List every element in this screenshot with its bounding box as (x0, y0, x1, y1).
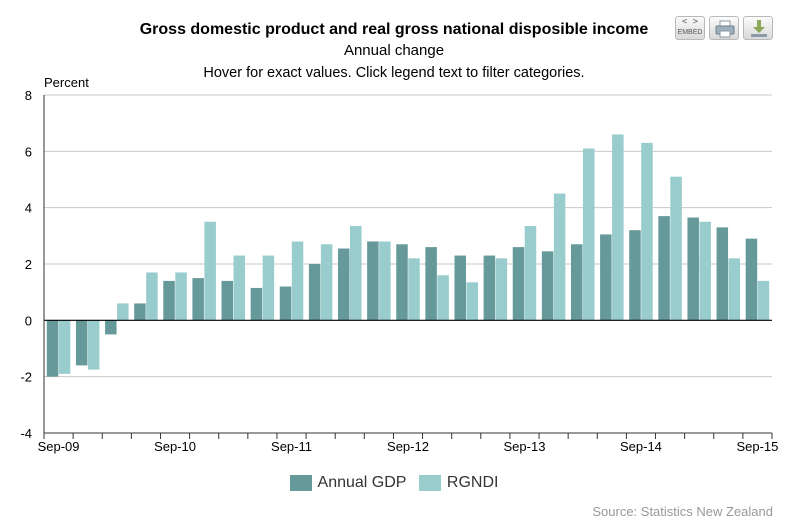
bar-rgndi (757, 280, 770, 321)
bar-gdp (396, 244, 408, 321)
chart-title: Gross domestic product and real gross na… (139, 21, 649, 38)
x-tick-label: Sep-10 (154, 439, 196, 454)
legend-swatch-gdp (289, 475, 312, 491)
bar-rgndi (379, 241, 391, 321)
bar-gdp (134, 303, 146, 321)
bar-gdp (600, 234, 612, 321)
bar-gdp (570, 244, 583, 321)
bar-gdp (279, 286, 292, 321)
bar-rgndi (58, 320, 71, 374)
bar-gdp (483, 255, 496, 321)
y-tick-label: 0 (25, 313, 32, 328)
legend-item-gdp[interactable]: Annual GDP (289, 474, 407, 492)
print-button[interactable] (709, 16, 739, 40)
bar-rgndi (582, 148, 595, 321)
chart-hint: Hover for exact values. Click legend tex… (203, 65, 585, 81)
y-axis-label: Percent (44, 75, 89, 90)
bar-rgndi (87, 320, 100, 370)
bar-rgndi (466, 282, 478, 321)
source-note: Source: Statistics New Zealand (592, 504, 773, 519)
bar-gdp (105, 320, 117, 335)
bar-rgndi (291, 241, 304, 321)
bar-gdp (221, 280, 234, 321)
bar-rgndi (699, 221, 711, 321)
x-tick-label: Sep-11 (271, 439, 312, 454)
bar-rgndi (553, 193, 566, 321)
bar-gdp (250, 287, 263, 321)
legend-label-gdp[interactable]: Annual GDP (317, 474, 407, 491)
download-icon (751, 20, 767, 37)
x-tick-label: Sep-12 (387, 439, 429, 454)
y-tick-label: 4 (25, 201, 32, 216)
bar-gdp (46, 320, 59, 377)
x-tick-label: Sep-09 (38, 439, 80, 454)
bar-rgndi (262, 255, 275, 321)
x-tick-label: Sep-15 (736, 439, 778, 454)
y-tick-label: -4 (20, 426, 32, 441)
bar-rgndi (524, 225, 537, 321)
embed-label: EMBED (677, 29, 703, 36)
legend: Annual GDP RGNDI (0, 474, 788, 496)
bar-gdp (454, 255, 466, 321)
print-icon (715, 20, 735, 38)
bar-gdp (687, 217, 699, 321)
y-tick-label: 8 (25, 88, 32, 103)
bar-gdp (629, 230, 641, 321)
bar-rgndi (670, 176, 682, 321)
y-tick-label: 2 (25, 257, 32, 272)
legend-item-rgndi[interactable]: RGNDI (418, 474, 499, 492)
bar-gdp (338, 248, 350, 321)
bar-gdp (658, 216, 670, 321)
download-button[interactable] (743, 16, 773, 40)
embed-button[interactable]: < > EMBED (675, 16, 705, 40)
bar-rgndi (495, 258, 508, 321)
bar-gdp (192, 278, 204, 321)
x-tick-label: Sep-14 (620, 439, 662, 454)
bar-gdp (367, 241, 379, 321)
embed-code-icon: < > (681, 17, 699, 27)
y-tick-label: 6 (25, 144, 32, 159)
bar-rgndi (204, 221, 216, 321)
bar-gdp (745, 238, 758, 321)
legend-swatch-rgndi (418, 475, 441, 491)
bar-rgndi (320, 244, 333, 321)
bar-gdp (541, 251, 554, 321)
bar-rgndi (146, 272, 158, 321)
bar-rgndi (233, 255, 246, 321)
chart-subtitle: Annual change (343, 42, 445, 59)
bar-rgndi (117, 303, 129, 321)
bar-rgndi (612, 134, 624, 321)
legend-label-rgndi[interactable]: RGNDI (446, 474, 499, 491)
bar-rgndi (728, 258, 741, 321)
bar-gdp (716, 227, 729, 321)
bar-rgndi (408, 258, 420, 321)
y-tick-label: -2 (20, 370, 32, 385)
bar-rgndi (175, 272, 187, 321)
bar-gdp (425, 247, 437, 321)
bar-gdp (512, 247, 525, 321)
x-tick-label: Sep-13 (504, 439, 546, 454)
bar-gdp (163, 280, 175, 321)
bar-rgndi (641, 142, 653, 321)
bar-rgndi (350, 225, 362, 321)
bar-rgndi (437, 275, 449, 321)
bar-gdp (75, 320, 88, 366)
bar-gdp (308, 264, 321, 321)
